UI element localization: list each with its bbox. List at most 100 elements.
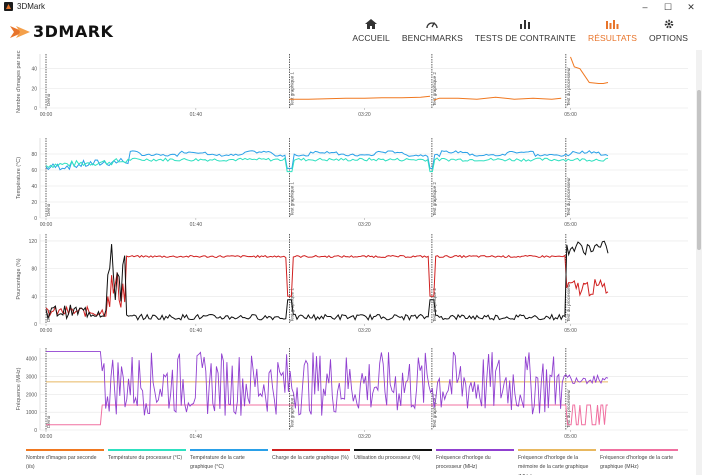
y-tick-label: 80 xyxy=(31,152,37,158)
x-tick-label: 01:40 xyxy=(190,112,203,118)
x-tick-label: 03:20 xyxy=(358,434,371,440)
legend-label: Fréquence d'horloge du processeur (MHz) xyxy=(436,455,491,471)
x-tick-label: 00:00 xyxy=(40,222,53,228)
y-tick-label: 0 xyxy=(34,322,37,328)
legend-label: Utilisation du processeur (%) xyxy=(354,455,421,461)
x-tick-label: 03:20 xyxy=(358,222,371,228)
marker-label: Test du processeur xyxy=(566,283,571,322)
y-tick-label: 3000 xyxy=(26,375,37,381)
legend-item: Fréquence d'horloge de la mémoire de la … xyxy=(518,449,600,475)
nav-label: BENCHMARKS xyxy=(401,33,463,43)
y-tick-label: 0 xyxy=(34,106,37,112)
series-line-gpu-load xyxy=(45,254,609,318)
y-tick-label: 60 xyxy=(31,168,37,174)
x-tick-label: 05:00 xyxy=(564,434,577,440)
series-line-cpu-temp xyxy=(45,157,609,173)
nav-accueil[interactable]: ACCUEIL xyxy=(346,18,396,48)
nav-options[interactable]: OPTIONS xyxy=(643,18,694,48)
marker-label: Démo xyxy=(46,415,51,428)
y-tick-label: 4000 xyxy=(26,357,37,363)
legend-item: Utilisation du processeur (%) xyxy=(354,449,436,475)
marker-label: Test graphique 2 xyxy=(432,72,437,106)
x-tick-label: 05:00 xyxy=(564,112,577,118)
nav-label: RÉSULTATS xyxy=(587,33,638,43)
nav-label: ACCUEIL xyxy=(352,33,390,43)
legend-label: Charge de la carte graphique (%) xyxy=(272,455,349,461)
nav-benchmarks[interactable]: BENCHMARKS xyxy=(396,18,469,48)
x-tick-label: 03:20 xyxy=(358,112,371,118)
monitoring-charts: Nombre d'images par sec. 0 20 40 00:00 01:40 0… xyxy=(16,50,688,440)
results-content: Nombre d'images par sec. 0 20 40 00:00 01:40 0… xyxy=(0,50,702,475)
legend-label: Fréquence d'horloge de la mémoire de la … xyxy=(518,455,589,475)
marker-label: Test graphique 2 xyxy=(432,182,437,216)
y-tick-label: 20 xyxy=(31,86,37,92)
marker-label: Démo xyxy=(46,93,51,106)
y-tick-label: 120 xyxy=(29,239,38,245)
legend-item: Fréquence d'horloge de la carte graphiqu… xyxy=(600,449,682,475)
series-line-fps xyxy=(289,95,431,100)
y-axis-label: Fréquence (MHz) xyxy=(16,367,22,410)
legend-item: Température du processeur (°C) xyxy=(108,449,190,475)
nav-resultats[interactable]: RÉSULTATS xyxy=(582,18,643,48)
app-header: 3DMARK ACCUEIL BENCHMARKS TESTS DE CONTR… xyxy=(0,14,702,50)
x-tick-label: 01:40 xyxy=(190,222,203,228)
marker-label: Test graphique 1 xyxy=(290,394,295,428)
marker-label: Démo xyxy=(46,203,51,216)
marker-label: Test graphique 1 xyxy=(290,72,295,106)
chart-legend: Nombre d'images par seconde (i/s) Tempér… xyxy=(26,449,682,475)
y-tick-label: 20 xyxy=(31,200,37,206)
legend-swatch xyxy=(108,449,186,451)
series-line-cpu-clock xyxy=(46,351,609,416)
marker-label: Test du processeur xyxy=(566,177,571,216)
legend-item: Température de la carte graphique (°C) xyxy=(190,449,272,475)
bar-chart-icon xyxy=(520,20,531,29)
legend-swatch xyxy=(436,449,514,451)
legend-swatch xyxy=(600,449,678,451)
y-tick-label: 1000 xyxy=(26,410,37,416)
legend-item: Charge de la carte graphique (%) xyxy=(272,449,354,475)
legend-item: Nombre d'images par seconde (i/s) xyxy=(26,449,108,475)
marker-label: Test du processeur xyxy=(566,67,571,106)
legend-swatch xyxy=(272,449,350,451)
legend-label: Fréquence d'horloge de la carte graphiqu… xyxy=(600,455,674,471)
minimize-button[interactable]: – xyxy=(642,2,648,12)
home-icon xyxy=(365,19,378,29)
y-tick-label: 40 xyxy=(31,184,37,190)
legend-item: Fréquence d'horloge du processeur (MHz) xyxy=(436,449,518,475)
nav-tests-de-contrainte[interactable]: TESTS DE CONTRAINTE xyxy=(469,18,582,48)
x-tick-label: 01:40 xyxy=(190,434,203,440)
y-axis-label: Nombre d'images par sec. xyxy=(16,50,22,113)
x-tick-label: 00:00 xyxy=(40,328,53,334)
x-tick-label: 05:00 xyxy=(564,222,577,228)
legend-swatch xyxy=(518,449,596,451)
gauge-icon xyxy=(426,22,439,29)
legend-label: Température de la carte graphique (°C) xyxy=(190,455,245,471)
series-line-cpu-usage xyxy=(45,240,609,322)
maximize-button[interactable]: ☐ xyxy=(663,2,673,12)
y-axis-label: Température (°C) xyxy=(16,157,22,199)
nav-label: OPTIONS xyxy=(649,33,688,43)
scrollbar[interactable] xyxy=(696,50,702,475)
series-line-gpu-clock xyxy=(46,404,608,426)
series-line-fps xyxy=(433,96,562,101)
y-tick-label: 0 xyxy=(34,216,37,222)
legend-swatch xyxy=(354,449,432,451)
series-line-gpu-temp xyxy=(45,150,609,171)
close-button[interactable]: ✕ xyxy=(687,2,695,12)
y-tick-label: 0 xyxy=(34,428,37,434)
x-tick-label: 00:00 xyxy=(40,112,53,118)
legend-label: Nombre d'images par seconde (i/s) xyxy=(26,455,97,471)
scrollbar-thumb[interactable] xyxy=(697,90,701,250)
logo-mark-icon xyxy=(10,26,30,38)
x-tick-label: 01:40 xyxy=(190,328,203,334)
y-tick-label: 40 xyxy=(31,294,37,300)
series-line-fps xyxy=(570,56,609,84)
results-bars-icon xyxy=(606,20,619,29)
window-title: 3DMark xyxy=(17,2,46,11)
logo-text: 3DMARK xyxy=(33,22,114,41)
marker-label: Test du processeur xyxy=(566,389,571,428)
legend-label: Température du processeur (°C) xyxy=(108,455,183,461)
nav-label: TESTS DE CONTRAINTE xyxy=(474,33,576,43)
main-nav: ACCUEIL BENCHMARKS TESTS DE CONTRAINTE R… xyxy=(346,18,694,48)
x-tick-label: 05:00 xyxy=(564,328,577,334)
